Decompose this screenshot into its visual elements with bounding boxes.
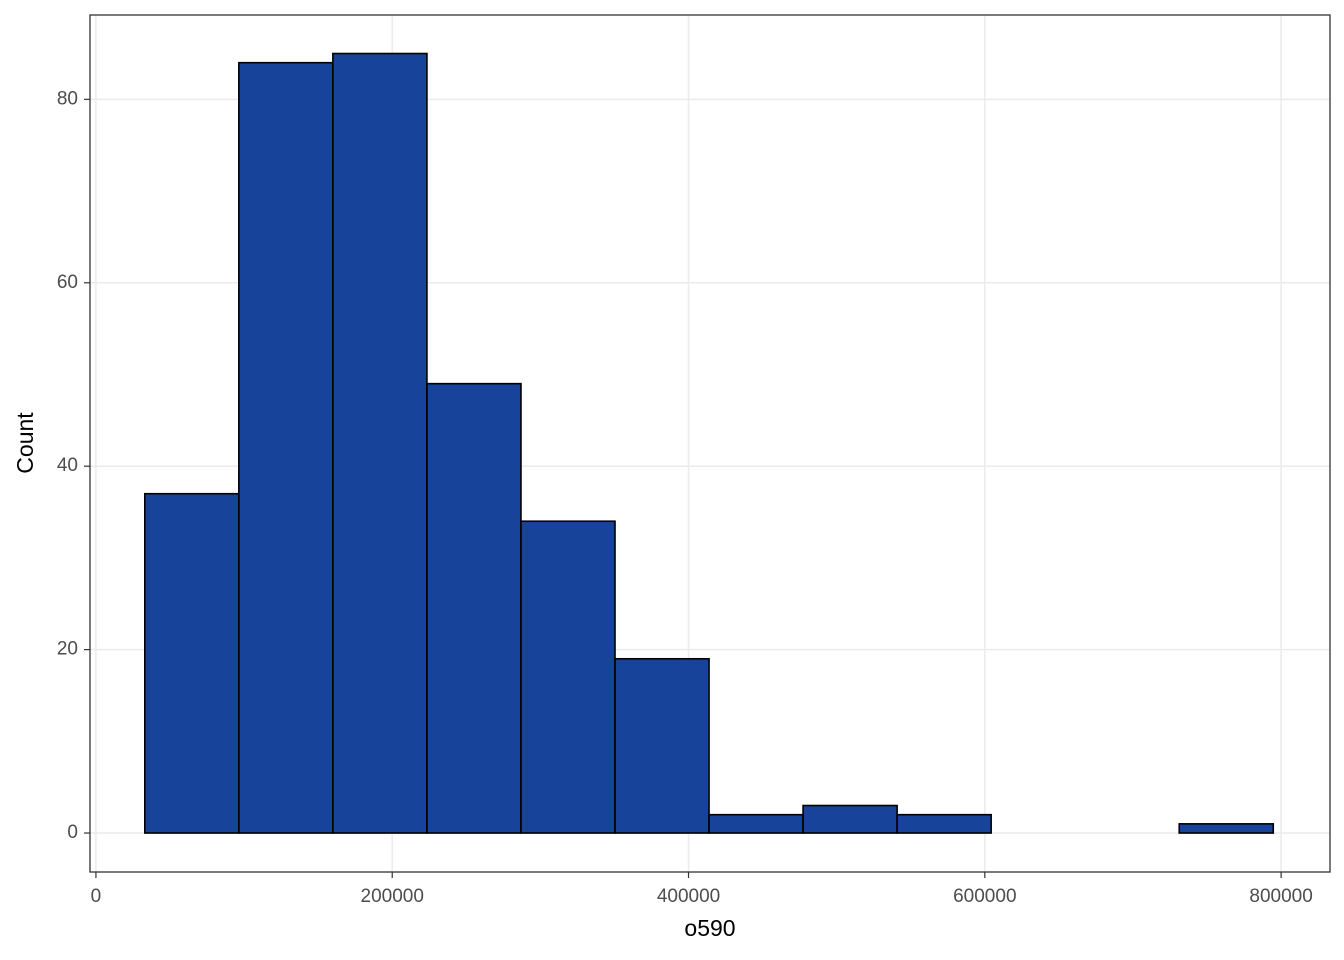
x-tick-label: 0 [91,886,102,907]
bar [426,382,522,834]
y-axis-title: Count [12,412,38,474]
x-tick-label: 400000 [657,886,720,907]
bar [708,813,804,834]
x-axis-title: o590 [684,915,735,941]
bar [332,52,428,834]
panel-border [89,14,1331,873]
bar [520,520,616,834]
bar [1178,823,1275,834]
y-tick-label: 80 [57,88,78,109]
y-tick-label: 40 [57,455,78,476]
y-tick-label: 60 [57,272,78,293]
y-tick-label: 0 [67,822,78,843]
y-tick-label: 20 [57,639,78,660]
bar [144,492,240,834]
bar [614,657,710,834]
bar [238,61,334,834]
bar [896,813,992,834]
x-tick-label: 800000 [1249,886,1312,907]
x-tick-label: 200000 [361,886,424,907]
x-tick-label: 600000 [953,886,1016,907]
bar [802,804,898,834]
